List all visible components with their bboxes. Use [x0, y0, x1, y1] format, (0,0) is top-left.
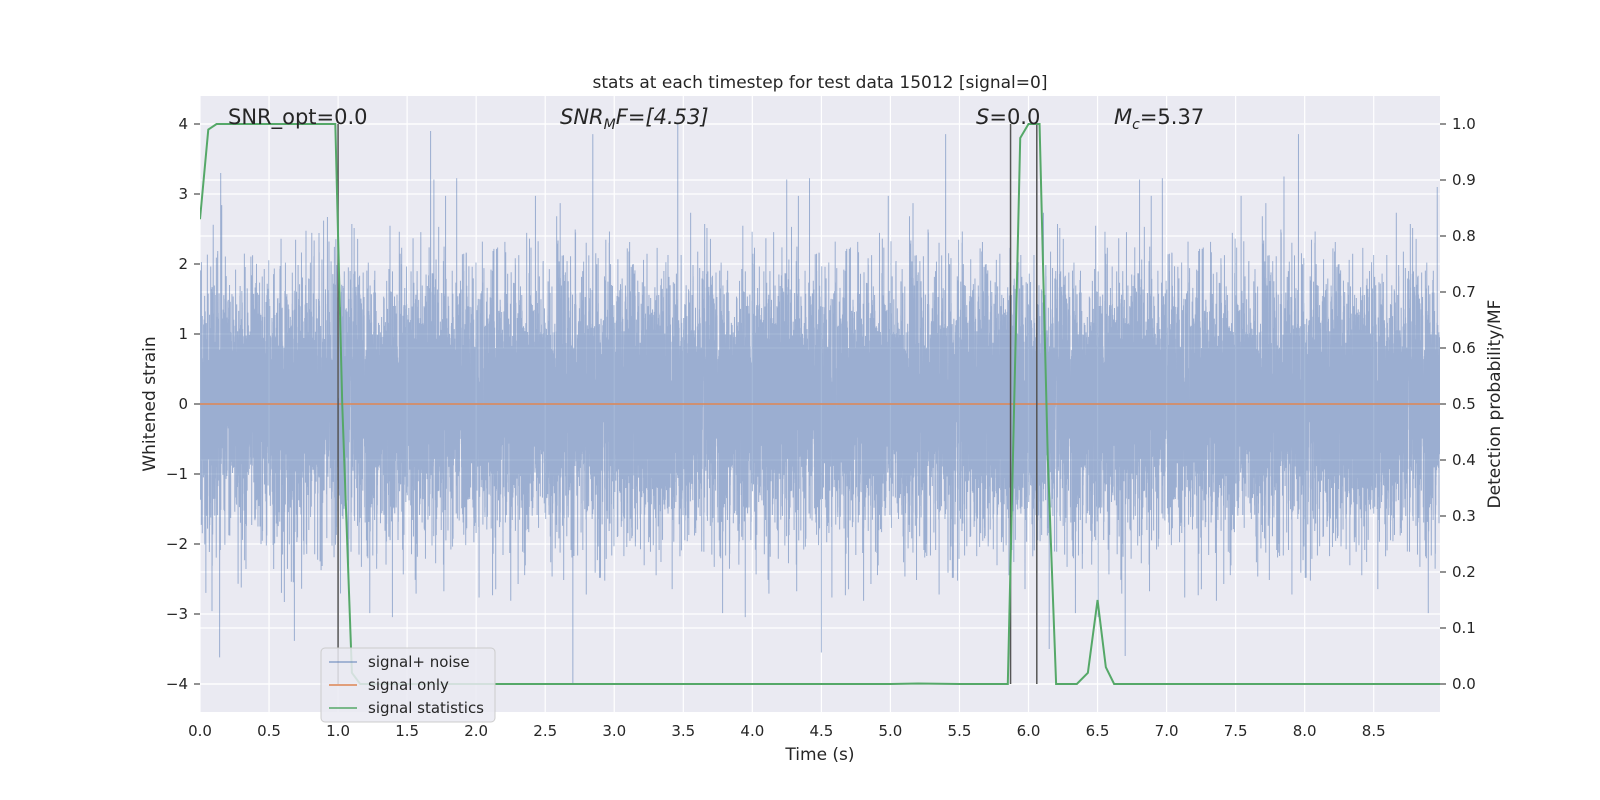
x-tick-label-7: 3.5: [671, 722, 695, 740]
x-tick-label-12: 6.0: [1017, 722, 1041, 740]
x-axis-ticks: 0.0 0.5 1.0 1.5 2.0 2.5 3.0 3.5 4.0 4.5 5.0 5.5 6.0 6…: [188, 722, 1386, 740]
y-left-tick-label-6: −2: [166, 535, 188, 553]
y-left-tick-label-1: 3: [178, 185, 188, 203]
x-tick-label-3: 1.5: [395, 722, 419, 740]
y-right-tick-label-10: 0.0: [1452, 675, 1476, 693]
y-left-axis-ticks: 4 3 2 1 0 −1 −2 −3 −4: [166, 115, 200, 693]
y-right-axis-ticks: 1.0 0.9 0.8 0.7 0.6 0.5 0.4 0.3 0.2 0.1 0.0: [1440, 115, 1476, 693]
annotation-mc-sub: c: [1132, 117, 1140, 133]
annotation-snr-mf-sub: M: [604, 117, 616, 133]
x-tick-label-1: 0.5: [257, 722, 281, 740]
signal-noise-series: [200, 123, 1440, 685]
x-tick-label-10: 5.0: [878, 722, 902, 740]
legend-label-signal-statistics: signal statistics: [368, 699, 484, 717]
signal-statistics-line: [200, 123, 1440, 685]
chart-title: stats at each timestep for test data 150…: [593, 73, 1048, 93]
y-left-tick-label-5: −1: [166, 465, 188, 483]
y-left-tick-label-7: −3: [166, 605, 188, 623]
y-left-tick-label-0: 4: [178, 115, 188, 133]
y-right-tick-label-6: 0.4: [1452, 451, 1476, 469]
y-right-tick-label-8: 0.2: [1452, 563, 1476, 581]
y-right-tick-label-3: 0.7: [1452, 283, 1476, 301]
legend-box: [320, 647, 496, 723]
signal-statistics-series: [200, 123, 1440, 685]
annotation-s-value: =0.0: [989, 105, 1040, 129]
x-tick-label-4: 2.0: [464, 722, 488, 740]
y-right-axis-label: Detection probability/MF: [1485, 300, 1505, 509]
x-tick-label-11: 5.5: [948, 722, 972, 740]
y-left-axis-label: Whitened strain: [140, 336, 160, 471]
signal-noise-line: [200, 123, 1440, 685]
annotation-snr-mf-base: SNR: [560, 105, 604, 129]
y-right-tick-label-9: 0.1: [1452, 619, 1476, 637]
y-right-tick-label-2: 0.8: [1452, 227, 1476, 245]
annotation-mc-value: =5.37: [1140, 105, 1204, 129]
y-right-tick-label-1: 0.9: [1452, 171, 1476, 189]
x-tick-label-14: 7.0: [1155, 722, 1179, 740]
y-right-tick-label-0: 1.0: [1452, 115, 1476, 133]
legend-label-signal-only: signal only: [368, 676, 449, 694]
x-tick-label-16: 8.0: [1293, 722, 1317, 740]
y-left-tick-label-2: 2: [178, 255, 188, 273]
x-tick-label-15: 7.5: [1224, 722, 1248, 740]
y-right-tick-label-7: 0.3: [1452, 507, 1476, 525]
x-tick-label-9: 4.5: [809, 722, 833, 740]
legend: signal+ noise signal only signal statist…: [320, 647, 496, 723]
x-tick-label-0: 0.0: [188, 722, 212, 740]
y-left-tick-label-4: 0: [178, 395, 188, 413]
annotation-snr-mf: SNRMF=[4.53]: [560, 105, 709, 133]
annotation-s-symbol: S: [976, 105, 989, 129]
x-tick-label-17: 8.5: [1362, 722, 1386, 740]
annotation-s: S=0.0: [976, 105, 1040, 129]
annotation-snr-opt: SNR_opt=0.0: [228, 105, 368, 130]
x-tick-label-8: 4.0: [740, 722, 764, 740]
x-tick-label-2: 1.0: [326, 722, 350, 740]
x-tick-label-13: 6.5: [1086, 722, 1110, 740]
y-left-tick-label-3: 1: [178, 325, 188, 343]
x-axis-label: Time (s): [784, 745, 854, 765]
y-left-tick-label-8: −4: [166, 675, 188, 693]
y-right-tick-label-5: 0.5: [1452, 395, 1476, 413]
y-right-tick-label-4: 0.6: [1452, 339, 1476, 357]
annotation-mc-base: M: [1114, 105, 1132, 129]
annotation-snr-mf-rest: F=[4.53]: [616, 105, 709, 129]
x-tick-label-6: 3.0: [602, 722, 626, 740]
annotation-mc: Mc=5.37: [1114, 105, 1204, 133]
x-tick-label-5: 2.5: [533, 722, 557, 740]
legend-label-signal-noise: signal+ noise: [368, 653, 470, 671]
